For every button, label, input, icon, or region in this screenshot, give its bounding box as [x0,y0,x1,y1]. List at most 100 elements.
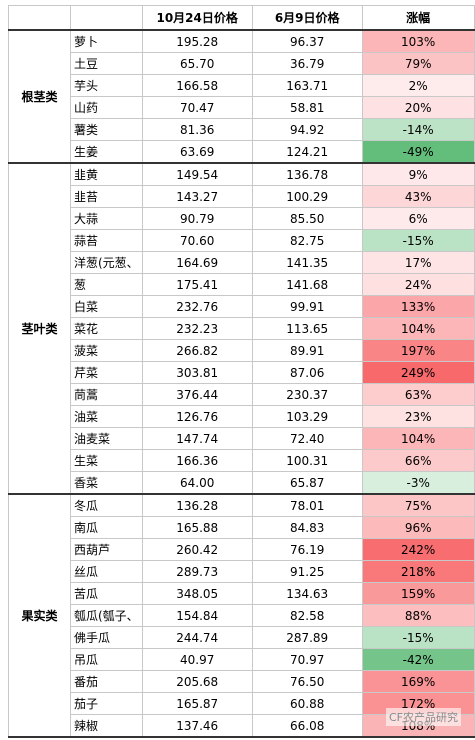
price-jun: 103.29 [251,405,363,428]
item-name: 油菜 [70,405,143,428]
item-name: 瓠瓜(瓠子、 [70,604,143,627]
change: -3% [361,471,475,495]
price-oct: 260.42 [141,538,253,561]
change: 20% [361,96,475,119]
item-name: 芋头 [70,74,143,97]
table-row: 佛手瓜 244.74 287.89 -15% [9,626,475,649]
item-name: 冬瓜 [70,493,143,517]
price-oct: 232.23 [141,317,253,340]
price-jun: 134.63 [251,582,363,605]
item-name: 茄子 [70,692,143,715]
change: 2% [361,74,475,97]
item-name: 土豆 [70,52,143,75]
header-cell: 10月24日价格 [141,5,253,31]
price-oct: 266.82 [141,339,253,362]
price-jun: 91.25 [251,560,363,583]
table-row: 生菜 166.36 100.31 66% [9,449,475,472]
change: 159% [361,582,475,605]
price-jun: 94.92 [251,118,363,141]
change: 197% [361,339,475,362]
price-jun: 124.21 [251,140,363,164]
change: 133% [361,295,475,318]
price-jun: 113.65 [251,317,363,340]
change: 9% [361,162,475,186]
change: 218% [361,560,475,583]
item-name: 茼蒿 [70,383,143,406]
price-jun: 136.78 [251,162,363,186]
change: 103% [361,29,475,53]
price-oct: 90.79 [141,207,253,230]
change: -49% [361,140,475,164]
change: 6% [361,207,475,230]
group-cell: 根茎类 [8,29,71,164]
table-row: 薯类 81.36 94.92 -14% [9,118,475,141]
price-oct: 165.88 [141,516,253,539]
table-row: 油麦菜 147.74 72.40 104% [9,427,475,450]
price-oct: 70.60 [141,229,253,252]
price-jun: 82.75 [251,229,363,252]
item-name: 洋葱(元葱、 [70,251,143,274]
price-oct: 348.05 [141,582,253,605]
table-row: 吊瓜 40.97 70.97 -42% [9,648,475,671]
change: 96% [361,516,475,539]
change: 242% [361,538,475,561]
price-jun: 70.97 [251,648,363,671]
price-table: 10月24日价格 6月9日价格 涨幅 根茎类 萝卜 195.28 96.37 103% 土… [8,5,475,738]
table-row: 土豆 65.70 36.79 79% [9,52,475,75]
item-name: 山药 [70,96,143,119]
table-row: 芋头 166.58 163.71 2% [9,74,475,97]
table-row: 山药 70.47 58.81 20% [9,96,475,119]
table-row: 油菜 126.76 103.29 23% [9,405,475,428]
table-row: 菠菜 266.82 89.91 197% [9,339,475,362]
price-oct: 147.74 [141,427,253,450]
item-name: 南瓜 [70,516,143,539]
price-jun: 36.79 [251,52,363,75]
price-oct: 232.76 [141,295,253,318]
change: -14% [361,118,475,141]
price-jun: 58.81 [251,96,363,119]
price-jun: 76.50 [251,670,363,693]
change: 75% [361,493,475,517]
table-row: 茎叶类 韭黄 149.54 136.78 9% [8,162,475,495]
price-jun: 100.29 [251,185,363,208]
item-name: 佛手瓜 [70,626,143,649]
price-jun: 76.19 [251,538,363,561]
price-jun: 66.08 [251,714,363,738]
table-row: 茼蒿 376.44 230.37 63% [9,383,475,406]
table-row: 根茎类 萝卜 195.28 96.37 103% [8,29,475,164]
price-oct: 126.76 [141,405,253,428]
price-oct: 65.70 [141,52,253,75]
change: 249% [361,361,475,384]
price-jun: 78.01 [251,493,363,517]
price-oct: 64.00 [141,471,253,495]
group-cell: 果实类 [8,493,71,738]
header-cell: 6月9日价格 [251,5,363,31]
item-name: 芹菜 [70,361,143,384]
price-oct: 175.41 [141,273,253,296]
change: 43% [361,185,475,208]
price-jun: 87.06 [251,361,363,384]
table-row: 南瓜 165.88 84.83 96% [9,516,475,539]
price-jun: 60.88 [251,692,363,715]
table-row: 菜花 232.23 113.65 104% [9,317,475,340]
table-row: 大蒜 90.79 85.50 6% [9,207,475,230]
price-jun: 96.37 [251,29,363,53]
table-row: 韭苔 143.27 100.29 43% [9,185,475,208]
header-row: 10月24日价格 6月9日价格 涨幅 [8,5,475,31]
item-name: 大蒜 [70,207,143,230]
item-name: 葱 [70,273,143,296]
table-row: 西葫芦 260.42 76.19 242% [9,538,475,561]
table-row: 果实类 冬瓜 136.28 78.01 75% [8,493,475,738]
item-name: 番茄 [70,670,143,693]
table-row: 丝瓜 289.73 91.25 218% [9,560,475,583]
table-row: 苦瓜 348.05 134.63 159% [9,582,475,605]
item-name: 萝卜 [70,29,143,53]
price-oct: 40.97 [141,648,253,671]
price-jun: 141.35 [251,251,363,274]
price-oct: 205.68 [141,670,253,693]
price-oct: 143.27 [141,185,253,208]
table-row: 生姜 63.69 124.21 -49% [9,140,475,164]
item-name: 苦瓜 [70,582,143,605]
price-oct: 166.36 [141,449,253,472]
